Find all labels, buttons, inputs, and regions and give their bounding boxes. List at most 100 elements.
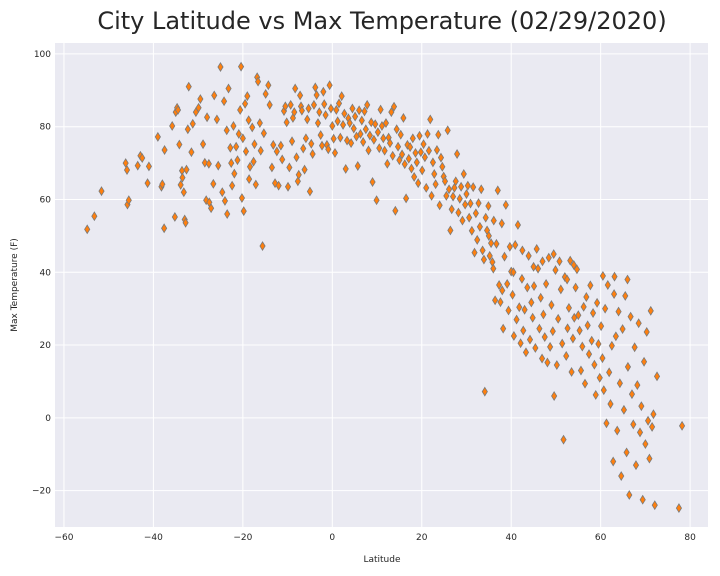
- data-point: [210, 178, 217, 189]
- data-point: [309, 149, 316, 159]
- data-point: [294, 176, 301, 187]
- data-point: [611, 271, 618, 282]
- data-point: [596, 372, 603, 383]
- data-point: [234, 155, 241, 166]
- data-point: [505, 305, 512, 316]
- data-point: [435, 129, 442, 140]
- data-point: [184, 124, 191, 135]
- data-point: [215, 160, 222, 171]
- data-point: [589, 308, 597, 318]
- data-point: [628, 389, 636, 400]
- data-point: [518, 273, 526, 284]
- data-point: [447, 225, 454, 236]
- data-point: [474, 234, 481, 245]
- data-point: [642, 439, 649, 449]
- data-point: [320, 86, 327, 97]
- data-point: [466, 212, 473, 223]
- data-point: [618, 471, 625, 482]
- data-point: [300, 143, 307, 154]
- data-point: [221, 195, 229, 206]
- data-point: [500, 323, 507, 334]
- data-point: [159, 179, 166, 190]
- data-point: [547, 341, 554, 352]
- data-point: [623, 447, 630, 458]
- data-point: [358, 115, 365, 126]
- data-point: [369, 177, 376, 187]
- data-point: [292, 83, 299, 94]
- y-tick-label: 0: [45, 414, 51, 424]
- data-point: [653, 371, 661, 382]
- x-tick-label: 0: [329, 533, 335, 543]
- data-point: [675, 503, 682, 514]
- data-point: [585, 349, 593, 360]
- data-point: [393, 124, 400, 135]
- data-point: [208, 203, 215, 214]
- data-point: [441, 176, 449, 187]
- data-point: [284, 181, 292, 192]
- x-tick-label: 80: [684, 533, 696, 543]
- data-point: [249, 122, 256, 133]
- data-point: [624, 361, 632, 372]
- data-point: [445, 184, 453, 195]
- data-point: [268, 162, 275, 173]
- data-point: [254, 76, 262, 87]
- data-point: [436, 200, 443, 211]
- data-point: [552, 265, 559, 276]
- data-point: [485, 230, 492, 241]
- data-point: [231, 168, 238, 179]
- data-point: [357, 129, 364, 139]
- data-point: [564, 323, 571, 334]
- data-point: [183, 164, 190, 175]
- data-point: [224, 209, 231, 219]
- data-point: [220, 96, 228, 107]
- data-point: [616, 378, 623, 389]
- data-point: [188, 147, 195, 158]
- data-point: [512, 240, 519, 250]
- data-point: [646, 453, 653, 464]
- data-point: [265, 80, 272, 91]
- data-point: [250, 156, 257, 167]
- data-point: [189, 118, 196, 129]
- data-point: [415, 178, 422, 189]
- data-point: [392, 205, 399, 216]
- data-point: [322, 110, 329, 121]
- data-point: [373, 195, 380, 206]
- data-point: [365, 145, 372, 156]
- data-point: [246, 161, 254, 172]
- data-point: [293, 152, 300, 163]
- data-point: [403, 193, 410, 204]
- data-point: [467, 198, 474, 209]
- data-point: [354, 161, 361, 171]
- data-point: [374, 127, 381, 138]
- data-point: [203, 195, 210, 206]
- data-point: [377, 104, 384, 115]
- data-point: [423, 182, 430, 193]
- data-point: [144, 178, 151, 189]
- data-point: [493, 238, 500, 249]
- data-point: [556, 256, 563, 267]
- data-point: [598, 321, 605, 332]
- data-point: [419, 165, 426, 176]
- data-point: [603, 418, 610, 429]
- data-point: [388, 107, 395, 118]
- data-point: [530, 261, 537, 272]
- data-point: [321, 99, 328, 110]
- data-point: [177, 179, 184, 190]
- data-point: [564, 274, 571, 285]
- data-point: [647, 305, 654, 316]
- data-point: [412, 147, 419, 158]
- data-point: [649, 421, 656, 432]
- data-point: [230, 121, 237, 131]
- data-point: [559, 338, 566, 349]
- data-point: [174, 104, 182, 115]
- y-tick-label: 40: [40, 268, 52, 278]
- data-point: [275, 180, 282, 191]
- data-point: [238, 193, 246, 203]
- data-point: [386, 138, 394, 149]
- data-point: [352, 111, 359, 122]
- data-point: [509, 289, 516, 300]
- data-point: [279, 154, 286, 165]
- data-point: [404, 139, 411, 150]
- data-point: [227, 142, 234, 153]
- data-point: [448, 204, 455, 215]
